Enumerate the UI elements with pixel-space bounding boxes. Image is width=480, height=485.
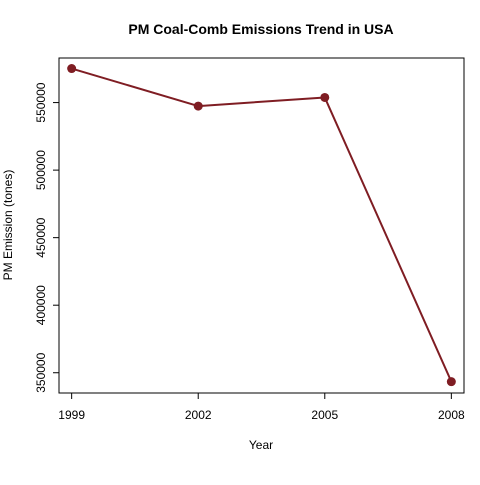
x-axis: 1999 2002 2005 2008 bbox=[58, 392, 465, 422]
y-axis: 350000 400000 450000 500000 550000 bbox=[34, 82, 60, 393]
x-tick-label: 2002 bbox=[185, 408, 212, 422]
y-tick-label: 450000 bbox=[34, 217, 48, 257]
x-tick-label: 2005 bbox=[311, 408, 338, 422]
data-point bbox=[67, 64, 77, 74]
x-tick-label: 2008 bbox=[438, 408, 465, 422]
x-tick-label: 1999 bbox=[58, 408, 85, 422]
data-point bbox=[320, 92, 330, 102]
y-tick-label: 350000 bbox=[34, 352, 48, 392]
data-point bbox=[446, 377, 456, 387]
x-axis-label: Year bbox=[249, 438, 273, 452]
plot-frame bbox=[58, 57, 465, 394]
y-tick-label: 400000 bbox=[34, 285, 48, 325]
series-layer bbox=[67, 64, 456, 387]
series-line bbox=[71, 67, 453, 383]
data-point bbox=[193, 101, 203, 111]
y-axis-label: PM Emission (tones) bbox=[1, 170, 15, 281]
y-tick-label: 500000 bbox=[34, 150, 48, 190]
y-tick-label: 550000 bbox=[34, 82, 48, 122]
chart-title: PM Coal-Comb Emissions Trend in USA bbox=[128, 21, 393, 37]
